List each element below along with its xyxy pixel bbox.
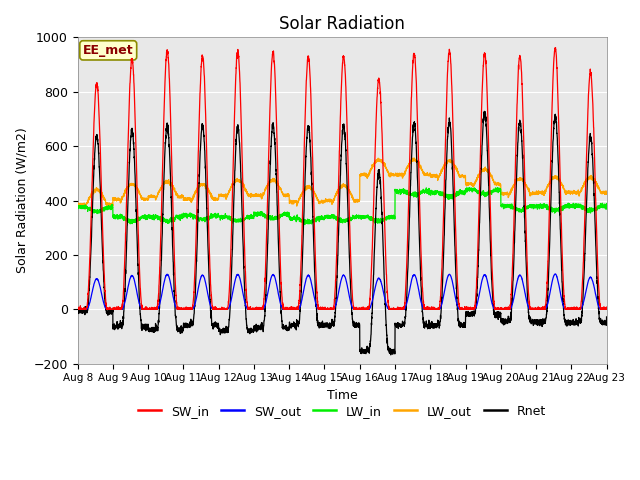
X-axis label: Time: Time: [327, 389, 358, 402]
Text: EE_met: EE_met: [83, 44, 134, 57]
Y-axis label: Solar Radiation (W/m2): Solar Radiation (W/m2): [15, 128, 28, 274]
Legend: SW_in, SW_out, LW_in, LW_out, Rnet: SW_in, SW_out, LW_in, LW_out, Rnet: [133, 400, 551, 423]
Title: Solar Radiation: Solar Radiation: [279, 15, 405, 33]
